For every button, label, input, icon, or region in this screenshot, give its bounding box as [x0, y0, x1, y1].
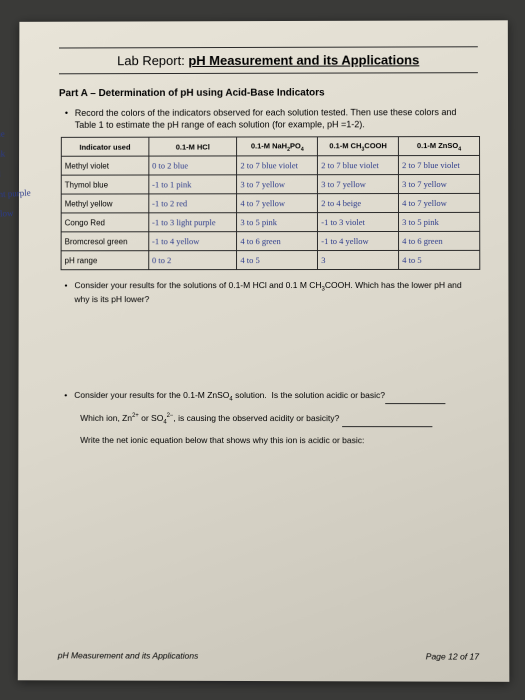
handwritten-value: 4 to 6 green: [402, 236, 442, 246]
data-cell: -1 to 2 red: [148, 194, 236, 213]
handwritten-value: 0 to 2 blue: [152, 161, 188, 171]
sub-question-ion: Which ion, Zn2+ or SO42−, is causing the…: [80, 412, 478, 427]
handwritten-value: 3 to 7 yellow: [402, 179, 447, 189]
col-hcl: 0.1-M HCl: [148, 137, 236, 156]
handwritten-value: 2 to 7 blue violet: [240, 161, 298, 171]
handwritten-value: -1 to 2 red: [152, 199, 187, 209]
title-main: pH Measurement and its Applications: [188, 52, 419, 68]
data-cell: 3 to 5 pink: [398, 213, 479, 232]
instruction-text: Record the colors of the indicators obse…: [66, 106, 477, 131]
handwritten-value: 3 to 5 pink: [240, 217, 277, 227]
data-cell: 4 to 5: [398, 251, 479, 270]
data-cell: 2 to 7 blue violet: [398, 156, 479, 175]
handwritten-value: 3 to 5 pink: [402, 217, 439, 227]
data-cell: 2 to 4 beige: [317, 194, 398, 213]
row-label: pH range: [61, 251, 148, 270]
data-cell: 3 to 7 yellow: [317, 175, 398, 194]
data-cell: 4 to 7 yellow: [398, 194, 479, 213]
row-label: Methyl yellow: [61, 194, 148, 213]
col-indicator: Indicator used: [61, 137, 148, 156]
handwritten-value: 3 to 7 yellow: [321, 179, 366, 189]
handwritten-value: 4 to 5: [240, 255, 259, 265]
handwritten-value: -1 to 1 pink: [152, 180, 191, 190]
page-title: Lab Report: pH Measurement and its Appli…: [58, 49, 477, 71]
handwritten-value: 0 to 2: [152, 255, 171, 265]
data-cell: 0 to 2: [148, 251, 236, 270]
margin-handwritten-note: blue: [0, 129, 4, 140]
table-row: Bromcresol green -1 to 4 yellow 4 to 6 gre…: [61, 232, 480, 251]
blank-ion[interactable]: [341, 418, 431, 427]
data-cell: -1 to 3 light purple: [148, 213, 236, 232]
indicator-table: Indicator used 0.1-M HCl 0.1-M NaH2PO4 0…: [60, 136, 480, 270]
margin-handwritten-note: yellow: [0, 208, 13, 219]
col-nah2po4: 0.1-M NaH2PO4: [236, 137, 317, 156]
data-cell: 2 to 7 blue violet: [236, 156, 317, 175]
data-cell: 4 to 6 green: [236, 232, 317, 251]
page-footer: pH Measurement and its Applications Page…: [57, 650, 478, 661]
table-row: pH range 0 to 2 4 to 5 3 4 to 5: [61, 251, 480, 270]
handwritten-value: 2 to 7 blue violet: [402, 160, 460, 170]
col-ch3cooh: 0.1-M CH3COOH: [317, 137, 398, 156]
handwritten-value: 4 to 5: [402, 255, 421, 265]
data-cell: -1 to 1 pink: [148, 175, 236, 194]
rule-top: [59, 46, 478, 48]
part-a-heading: Part A – Determination of pH using Acid-…: [58, 87, 477, 99]
handwritten-value: 4 to 6 green: [240, 236, 280, 246]
col-znso4: 0.1-M ZnSO4: [398, 137, 479, 156]
table-header-row: Indicator used 0.1-M HCl 0.1-M NaH2PO4 0…: [61, 137, 479, 157]
table-row: Thymol blue -1 to 1 pink 3 to 7 yellow 3 to…: [61, 175, 479, 195]
title-prefix: Lab Report:: [117, 53, 185, 68]
table-row: Methyl violet 0 to 2 blue 2 to 7 blue viol…: [61, 156, 479, 176]
margin-handwritten-note: pink: [0, 148, 5, 159]
handwritten-value: -1 to 4 yellow: [152, 236, 199, 246]
footer-left: pH Measurement and its Applications: [57, 650, 198, 660]
table-row: Congo Red -1 to 3 light purple 3 to 5 pink…: [61, 213, 480, 232]
handwritten-value: -1 to 3 light purple: [152, 218, 216, 228]
data-cell: 2 to 7 blue violet: [317, 156, 398, 175]
data-cell: 3 to 5 pink: [236, 213, 317, 232]
footer-right: Page 12 of 17: [425, 651, 478, 661]
row-label: Thymol blue: [61, 175, 148, 194]
handwritten-value: 3 to 7 yellow: [240, 180, 285, 190]
handwritten-value: 4 to 7 yellow: [240, 198, 285, 208]
data-cell: -1 to 3 violet: [317, 213, 398, 232]
handwritten-value: -1 to 4 yellow: [321, 236, 368, 246]
rule-under-title: [58, 72, 477, 74]
sub-question-equation: Write the net ionic equation below that …: [80, 435, 478, 447]
question-2: Consider your results for the 0.1-M ZnSO…: [66, 390, 478, 404]
handwritten-value: -1 to 3 violet: [321, 217, 365, 227]
question-1: Consider your results for the solutions …: [66, 280, 478, 306]
data-cell: -1 to 4 yellow: [148, 232, 236, 251]
data-cell: -1 to 4 yellow: [317, 232, 398, 251]
data-cell: 0 to 2 blue: [148, 156, 236, 175]
handwritten-value: 4 to 7 yellow: [402, 198, 447, 208]
table-row: Methyl yellow -1 to 2 red 4 to 7 yellow 2 t…: [61, 194, 479, 214]
row-label: Congo Red: [61, 213, 148, 232]
data-cell: 3: [317, 251, 398, 270]
data-cell: 4 to 5: [236, 251, 317, 270]
row-label: Bromcresol green: [61, 232, 148, 251]
blank-acidic-basic[interactable]: [385, 395, 445, 404]
data-cell: 4 to 6 green: [398, 232, 479, 251]
handwritten-value: 3: [321, 255, 325, 265]
handwritten-value: 2 to 4 beige: [321, 198, 361, 208]
worksheet-page: Lab Report: pH Measurement and its Appli…: [17, 20, 509, 682]
handwritten-value: 2 to 7 blue violet: [321, 160, 379, 170]
data-cell: 3 to 7 yellow: [398, 175, 479, 194]
data-cell: 4 to 7 yellow: [236, 194, 317, 213]
data-cell: 3 to 7 yellow: [236, 175, 317, 194]
answer-space-1: [58, 310, 478, 380]
row-label: Methyl violet: [61, 156, 148, 175]
margin-handwritten-note: light purple: [0, 188, 30, 200]
